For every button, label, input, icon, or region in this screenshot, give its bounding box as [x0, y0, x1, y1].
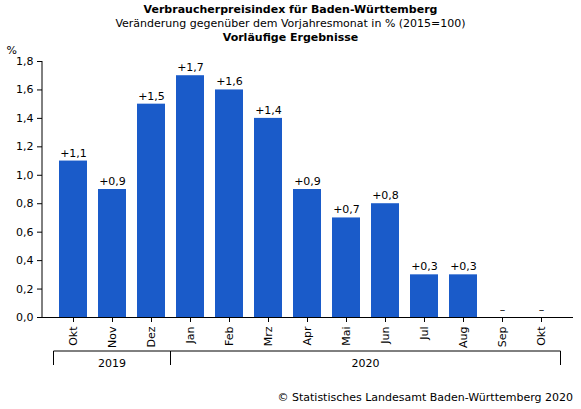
svg-text:+0,9: +0,9 — [294, 175, 321, 188]
svg-text:1,8: 1,8 — [16, 55, 34, 68]
svg-text:0,4: 0,4 — [16, 254, 34, 267]
svg-text:1,2: 1,2 — [16, 140, 34, 153]
svg-text:Jul: Jul — [418, 327, 431, 341]
svg-text:+0,9: +0,9 — [99, 175, 126, 188]
svg-text:+1,1: +1,1 — [60, 147, 87, 160]
svg-text:Jan: Jan — [184, 326, 197, 344]
svg-text:+1,5: +1,5 — [138, 90, 165, 103]
html-text:Verbraucherpreisindex für Bade: Verbraucherpreisindex für Baden-Württemb… — [143, 3, 438, 16]
html-text:Vorläufige Ergebnisse: Vorläufige Ergebnisse — [222, 31, 359, 44]
svg-text:2019: 2019 — [98, 357, 126, 370]
svg-text:0,6: 0,6 — [16, 226, 34, 239]
svg-text:1,6: 1,6 — [16, 83, 34, 96]
svg-text:+1,6: +1,6 — [216, 75, 243, 88]
svg-text:Nov: Nov — [106, 326, 119, 348]
svg-text:+0,3: +0,3 — [450, 260, 477, 273]
svg-text:2020: 2020 — [352, 357, 380, 370]
svg-text:Aug: Aug — [457, 327, 470, 348]
svg-text:0,0: 0,0 — [16, 311, 34, 324]
html-text:Veränderung gegenüber dem Vorj: Veränderung gegenüber dem Vorjahresmonat… — [115, 17, 466, 30]
svg-text:+0,7: +0,7 — [333, 203, 360, 216]
svg-text:Jun: Jun — [379, 326, 392, 344]
svg-text:–: – — [539, 303, 545, 316]
svg-text:0,2: 0,2 — [16, 283, 34, 296]
svg-text:Sep: Sep — [496, 326, 509, 347]
svg-text:+1,7: +1,7 — [177, 61, 204, 74]
svg-text:1,0: 1,0 — [16, 169, 34, 182]
svg-text:Feb: Feb — [223, 326, 236, 345]
html-text:© Statistisches Landesamt Bade: © Statistisches Landesamt Baden-Württemb… — [277, 391, 573, 404]
svg-text:–: – — [500, 303, 506, 316]
svg-text:+1,4: +1,4 — [255, 104, 282, 117]
svg-text:%: % — [7, 44, 17, 57]
svg-text:Mrz: Mrz — [262, 326, 275, 346]
svg-text:Dez: Dez — [145, 326, 158, 347]
svg-text:Okt: Okt — [535, 326, 548, 346]
svg-text:1,4: 1,4 — [16, 112, 34, 125]
svg-text:Apr: Apr — [301, 326, 314, 346]
svg-text:+0,3: +0,3 — [411, 260, 438, 273]
svg-text:Okt: Okt — [67, 326, 80, 346]
svg-text:0,8: 0,8 — [16, 197, 34, 210]
svg-text:Mai: Mai — [340, 327, 353, 346]
svg-text:+0,8: +0,8 — [372, 189, 399, 202]
